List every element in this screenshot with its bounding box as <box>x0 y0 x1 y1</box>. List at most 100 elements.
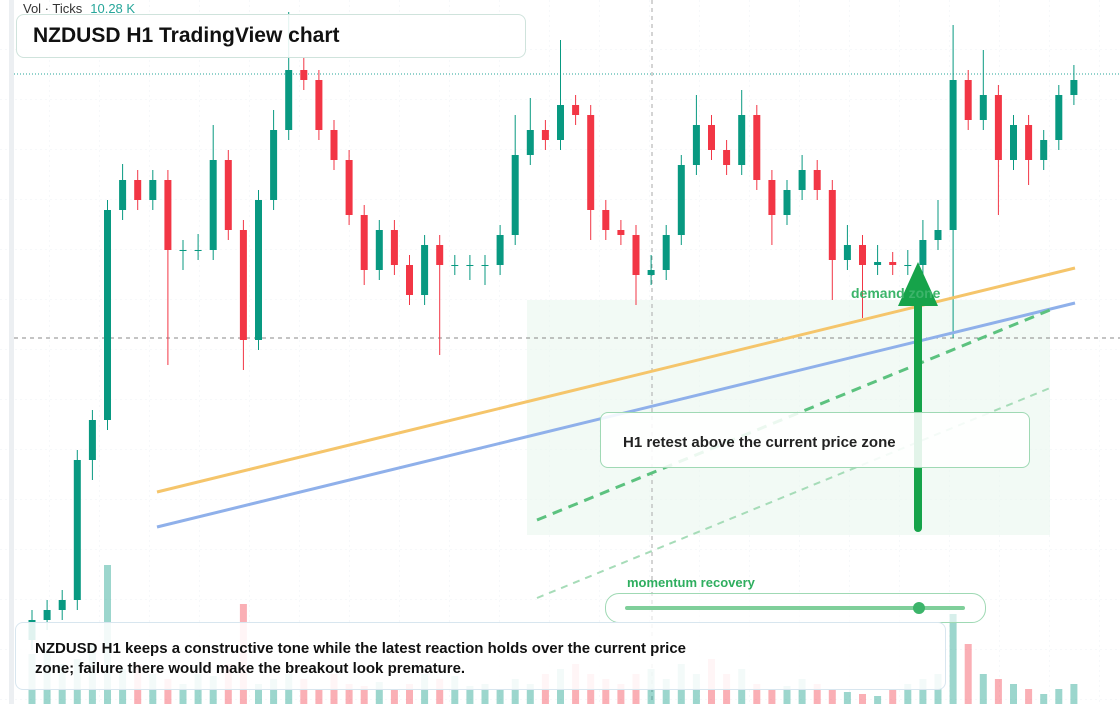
volume-bar <box>889 689 897 704</box>
volume-bar <box>753 684 761 704</box>
candle-body <box>738 115 746 165</box>
volume-bar <box>949 614 957 704</box>
candle-body <box>451 265 459 266</box>
volume-label: Vol · Ticks <box>23 1 83 16</box>
momentum-label: momentum recovery <box>627 575 755 590</box>
candle-body <box>375 230 383 270</box>
candle-body <box>768 180 776 215</box>
note: NZDUSD H1 keeps a constructive tone whil… <box>15 622 946 690</box>
candle-body <box>994 95 1002 160</box>
candle-body <box>708 125 715 150</box>
left-edge <box>9 0 14 704</box>
volume-bar <box>496 689 504 704</box>
volume-bar <box>843 692 851 704</box>
candle-body <box>677 165 685 235</box>
candle-body <box>43 610 51 620</box>
candle-body <box>1040 140 1048 160</box>
volume-bar <box>783 686 791 704</box>
volume-bar <box>874 696 882 704</box>
volume-bar <box>1055 689 1063 704</box>
volume-bar <box>768 689 776 704</box>
candle-body <box>557 105 564 140</box>
candle-body <box>73 460 81 600</box>
candle-body <box>496 235 504 265</box>
candle-body <box>541 130 549 140</box>
volume-bar <box>466 686 474 704</box>
candle-body <box>1010 125 1017 160</box>
volume-bar <box>300 679 308 704</box>
zone-label: demand zone <box>851 285 941 301</box>
candle-body <box>270 130 278 200</box>
candle-body <box>859 245 866 265</box>
candle-body <box>889 262 897 265</box>
volume-bar <box>1040 694 1048 704</box>
volume-bar <box>526 684 534 704</box>
candle-body <box>58 600 66 610</box>
candle-body <box>285 70 293 130</box>
candle-body <box>526 130 534 155</box>
candle-body <box>194 250 202 251</box>
candle-body <box>874 262 882 265</box>
volume-value: 10.28 K <box>90 1 136 16</box>
arrow-head <box>898 262 938 306</box>
volume-bar <box>979 674 987 704</box>
volume-bar <box>360 686 368 704</box>
volume-bar <box>209 676 217 704</box>
candle-body <box>330 130 338 160</box>
volume-bar <box>662 679 670 704</box>
candle-body <box>134 180 142 200</box>
volume-bar <box>813 684 821 704</box>
callout: H1 retest above the current price zone <box>600 412 1030 468</box>
volume-bar <box>179 684 187 704</box>
candle-body <box>466 265 474 266</box>
volume-bar <box>406 684 413 704</box>
volume-bar <box>994 679 1002 704</box>
slider-track <box>625 602 965 614</box>
candle-body <box>436 245 444 265</box>
candle-body <box>224 160 232 230</box>
volume-bar <box>1025 689 1033 704</box>
volume-bar <box>375 682 383 704</box>
candle-body <box>813 170 821 190</box>
volume-bar <box>919 679 927 704</box>
candle-body <box>421 245 429 295</box>
volume-bar <box>511 679 519 704</box>
volume-bar <box>828 689 836 704</box>
candle-body <box>692 125 700 165</box>
momentum-slider <box>605 593 986 623</box>
candle-body <box>723 150 731 165</box>
volume-bar <box>436 679 444 704</box>
candle-body <box>104 210 111 420</box>
candle-body <box>481 265 489 266</box>
candle-body <box>345 160 353 215</box>
volume-bar <box>390 689 398 704</box>
candle-body <box>783 190 791 215</box>
volume-bar <box>164 679 172 704</box>
candle-body <box>753 115 761 180</box>
candle-body <box>828 190 836 260</box>
candle-body <box>406 265 413 295</box>
candle-body <box>949 80 957 230</box>
volume-bar <box>617 684 625 704</box>
candle-body <box>179 250 187 251</box>
candle-body <box>632 235 640 275</box>
candle-body <box>315 80 323 130</box>
volume-bar <box>859 694 866 704</box>
candle-body <box>119 180 127 210</box>
candle-body <box>149 180 157 200</box>
candle-body <box>209 160 217 250</box>
candle-body <box>88 420 96 460</box>
candle-body <box>360 215 368 270</box>
title: NZDUSD H1 TradingView chart <box>16 14 526 58</box>
candle-body <box>255 200 262 340</box>
volume-bar <box>798 679 806 704</box>
candle-body <box>934 230 942 240</box>
volume-bar <box>270 679 278 704</box>
volume-bar <box>1070 684 1078 704</box>
volume-bar <box>904 684 912 704</box>
volume-legend: Vol · Ticks 10.28 K <box>23 1 135 16</box>
candle-body <box>300 70 308 80</box>
candle-body <box>572 105 580 115</box>
